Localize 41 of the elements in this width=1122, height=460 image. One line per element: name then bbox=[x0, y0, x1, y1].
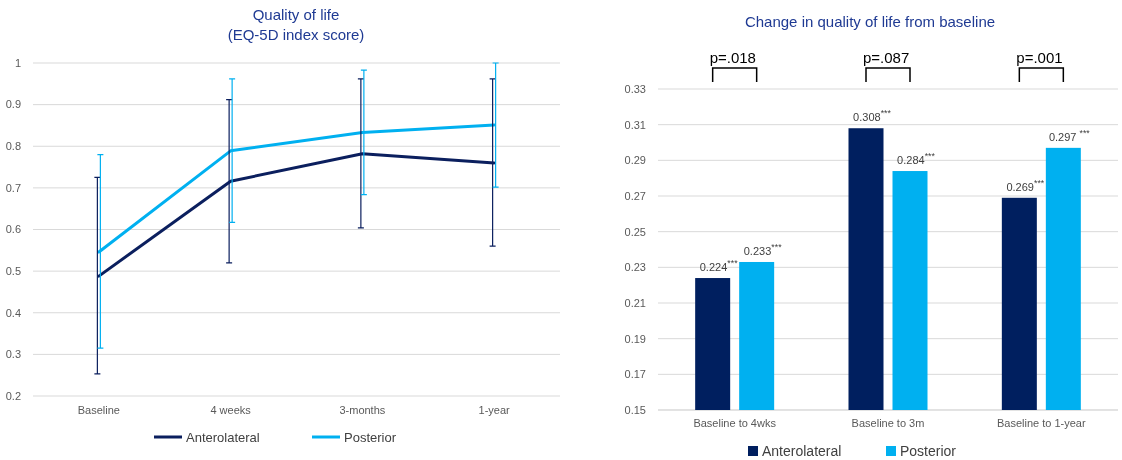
y-tick-label: 0.25 bbox=[624, 225, 646, 238]
text: p=.001 bbox=[1016, 49, 1063, 66]
data-label: 0.233$^{***}$ bbox=[743, 241, 783, 257]
y-tick-label: 1 bbox=[14, 56, 21, 69]
chart-title: Quality of life (EQ-5D index score) bbox=[227, 6, 365, 43]
y-tick-label: 0.7 bbox=[5, 181, 21, 194]
y-tick-label: 0.3 bbox=[5, 348, 21, 361]
text: p=.087 bbox=[863, 49, 910, 66]
data-label: 0.269$^{***}$ bbox=[1006, 177, 1045, 193]
y-tick-label: 0.8 bbox=[5, 140, 21, 153]
y-tick-label: 0.2 bbox=[5, 389, 21, 402]
x-tick-label: 4 weeks bbox=[210, 404, 252, 416]
x-tick-label: Baseline bbox=[77, 404, 120, 416]
chart-title: Change in quality of life from baseline bbox=[744, 13, 996, 30]
legend-label: Posterior bbox=[344, 429, 397, 445]
y-tick-label: 0.6 bbox=[5, 223, 21, 236]
data-label: 0.284$^{***}$ bbox=[897, 151, 936, 167]
y-tick-label: 0.33 bbox=[624, 82, 646, 95]
x-tick-label: 3-months bbox=[339, 404, 386, 416]
legend-label: Anterolateral bbox=[762, 442, 842, 459]
x-tick-label: 1-year bbox=[478, 404, 511, 416]
y-tick-label: 0.19 bbox=[624, 332, 646, 345]
x-tick-label: Baseline to 1-year bbox=[997, 417, 1086, 429]
y-tick-label: 0.23 bbox=[624, 261, 646, 274]
y-tick-label: 0.21 bbox=[624, 296, 646, 309]
legend-label: Posterior bbox=[900, 442, 957, 459]
y-tick-label: 0.15 bbox=[624, 403, 646, 416]
y-tick-label: 0.9 bbox=[5, 98, 21, 111]
text: p=.018 bbox=[709, 49, 756, 66]
y-tick-label: 0.31 bbox=[624, 118, 646, 131]
data-label: 0.297 $^{***}$ bbox=[1048, 127, 1091, 143]
data-label: 0.308$^{***}$ bbox=[853, 108, 892, 124]
y-tick-label: 0.4 bbox=[5, 306, 21, 319]
y-tick-label: 0.17 bbox=[624, 368, 646, 381]
y-tick-label: 0.27 bbox=[624, 189, 646, 202]
y-tick-label: 0.5 bbox=[5, 264, 21, 277]
x-tick-label: Baseline to 4wks bbox=[693, 417, 777, 429]
x-tick-label: Baseline to 3m bbox=[851, 417, 925, 429]
legend-label: Anterolateral bbox=[186, 429, 260, 445]
data-label: 0.224$^{***}$ bbox=[699, 258, 739, 274]
y-tick-label: 0.29 bbox=[624, 154, 646, 167]
